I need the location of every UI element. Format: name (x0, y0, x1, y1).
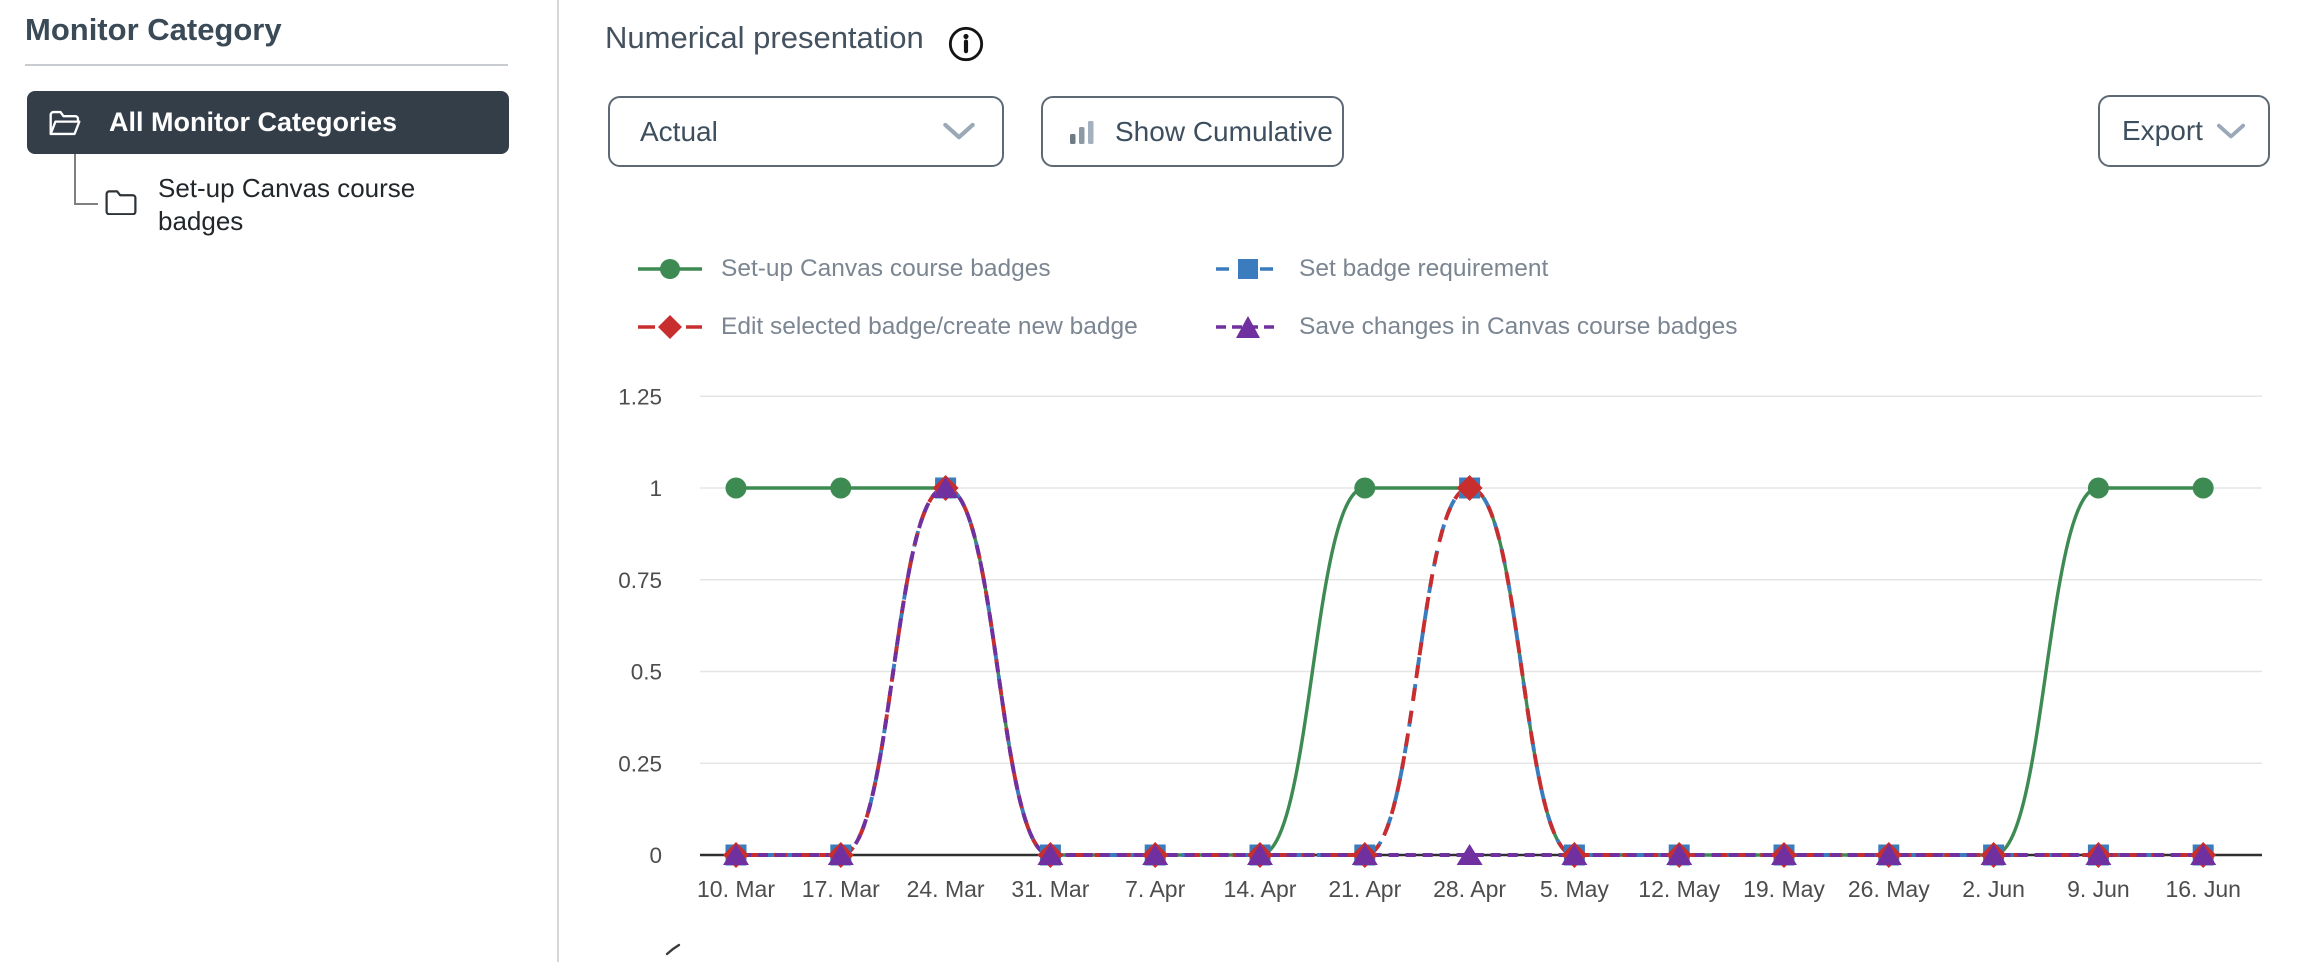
y-tick-label: 0.5 (631, 660, 662, 685)
legend-label: Set badge requirement (1299, 255, 1549, 282)
metric-dropdown-value: Actual (640, 115, 718, 147)
partial-cutoff-glyph (665, 943, 681, 956)
numerical-presentation-chart: 0 0.25 0.5 0.75 1 1.25 10. Mar 17. Mar 24. Mar 31… (618, 384, 2262, 902)
x-tick-label: 10. Mar (697, 876, 775, 902)
x-tick-label: 9. Jun (2067, 876, 2130, 902)
x-tick-label: 2. Jun (1962, 876, 2025, 902)
sidebar-title-divider (25, 64, 508, 66)
folder-open-icon (49, 110, 81, 135)
legend-marker-diamond-icon (638, 315, 702, 339)
legend-item-0[interactable]: Set-up Canvas course badges (637, 251, 1051, 287)
legend-label: Edit selected badge/create new badge (721, 313, 1138, 340)
legend-item-3[interactable]: Save changes in Canvas course badges (1215, 309, 1738, 345)
tree-connector-horizontal (74, 203, 98, 205)
export-button[interactable]: Export (2098, 95, 2270, 167)
x-tick-label: 16. Jun (2165, 876, 2240, 902)
legend-item-1[interactable]: Set badge requirement (1215, 251, 1548, 287)
page-title: Numerical presentation (605, 20, 924, 55)
legend-label: Set-up Canvas course badges (721, 255, 1051, 282)
y-tick-label: 0 (649, 843, 662, 868)
y-tick-label: 0.25 (618, 751, 662, 776)
y-tick-label: 1 (649, 476, 662, 501)
metric-dropdown[interactable]: Actual (608, 96, 1004, 167)
bar-chart-icon (1070, 120, 1094, 144)
x-tick-label: 5. May (1540, 876, 1610, 902)
x-tick-label: 7. Apr (1125, 876, 1185, 902)
legend-label: Save changes in Canvas course badges (1299, 313, 1738, 340)
y-tick-label: 1.25 (618, 384, 662, 409)
x-tick-label: 26. May (1848, 876, 1930, 902)
info-icon[interactable] (947, 25, 985, 63)
y-tick-label: 0.75 (618, 568, 662, 593)
legend-marker-circle-icon (638, 259, 702, 279)
legend-item-2[interactable]: Edit selected badge/create new badge (637, 309, 1138, 345)
legend-marker-square-icon (1216, 259, 1280, 279)
x-tick-label: 31. Mar (1011, 876, 1089, 902)
chevron-down-icon (943, 122, 975, 140)
tree-connector-vertical (74, 154, 76, 204)
x-tick-label: 28. Apr (1433, 876, 1506, 902)
x-tick-label: 19. May (1743, 876, 1825, 902)
export-label: Export (2122, 115, 2203, 146)
panel-divider (557, 0, 559, 962)
sidebar-item-label: All Monitor Categories (109, 107, 398, 137)
sidebar-item-all-monitor-categories[interactable]: All Monitor Categories (27, 91, 509, 154)
series-markers-3 (723, 477, 2217, 865)
sidebar-item-setup-canvas-course-badges[interactable]: Set-up Canvas course badges (104, 172, 454, 238)
folder-icon (105, 190, 137, 215)
x-tick-label: 24. Mar (907, 876, 985, 902)
x-tick-label: 14. Apr (1224, 876, 1297, 902)
sidebar-title: Monitor Category (25, 12, 282, 47)
chevron-down-icon (2217, 123, 2245, 138)
sidebar-item-label: Set-up Canvas course badges (158, 173, 416, 236)
legend-marker-triangle-icon (1216, 316, 1280, 338)
series-line-2 (736, 486, 2204, 857)
x-tick-label: 17. Mar (802, 876, 880, 902)
x-tick-label: 12. May (1638, 876, 1720, 902)
x-tick-label: 21. Apr (1328, 876, 1401, 902)
show-cumulative-label: Show Cumulative (1115, 115, 1333, 147)
show-cumulative-button[interactable]: Show Cumulative (1041, 96, 1344, 167)
